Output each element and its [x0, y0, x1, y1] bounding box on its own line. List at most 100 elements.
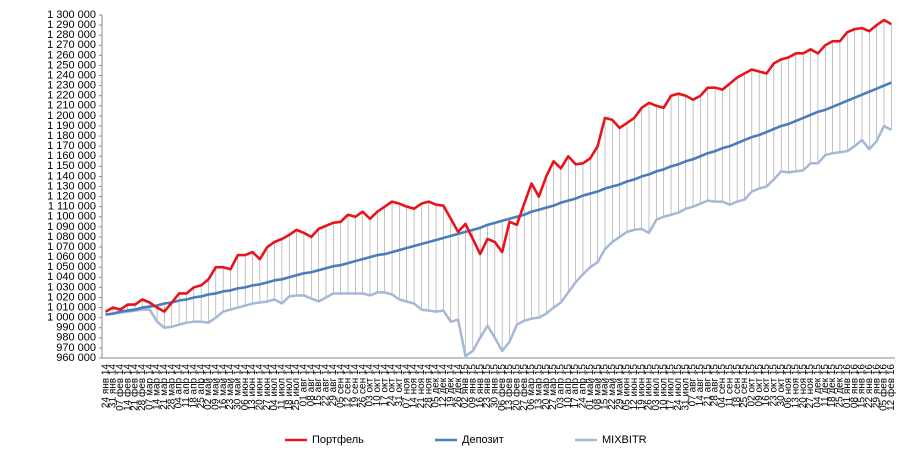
- x-tick-label: 06 июн 14: [240, 364, 251, 411]
- x-tick-label: 18 апр 14: [188, 364, 199, 409]
- x-tick-label: 01 май 15: [585, 364, 596, 410]
- y-tick-label: 1 170 000: [47, 140, 96, 152]
- x-tick-label: 13 фев 15: [503, 364, 515, 411]
- x-tick-label: 21 мар 14: [159, 364, 170, 410]
- y-tick-label: 1 270 000: [47, 39, 96, 51]
- x-tick-label: 17 апр 15: [570, 364, 581, 409]
- y-tick-label: 1 120 000: [47, 190, 96, 202]
- x-tick-label: 03 июл 15: [651, 364, 662, 411]
- x-tick-label: 23 янв 15: [482, 364, 493, 408]
- y-tick-label: 1 250 000: [47, 59, 96, 71]
- x-tick-label: 31 июл 15: [680, 364, 691, 411]
- x-tick-label: 20 фев 15: [510, 364, 522, 411]
- x-tick-label: 17 окт 14: [379, 364, 390, 407]
- y-tick-label: 1 300 000: [47, 9, 96, 21]
- x-tick-label: 07 ноя 14: [401, 364, 412, 409]
- series-line: [105, 81, 892, 316]
- y-tick-label: 1 110 000: [48, 201, 96, 213]
- x-tick-label: 11 апр 14: [181, 364, 192, 408]
- x-tick-label: 30 янв 15: [489, 364, 500, 408]
- x-tick-label: 27 мар 15: [548, 364, 559, 410]
- x-tick-label: 22 янв 16: [864, 364, 875, 408]
- x-tick-label: 03 окт 14: [365, 364, 376, 407]
- y-tick-label: 1 010 000: [47, 301, 96, 313]
- x-tick-label: 06 ноя 15: [783, 364, 794, 409]
- x-tick-label: 08 янв 16: [849, 364, 860, 408]
- x-tick-label: 23 окт 15: [768, 364, 779, 407]
- x-tick-label: 13 ноя 15: [791, 364, 802, 409]
- x-tick-label: 30 окт 15: [776, 364, 787, 407]
- x-tick-label: 19 июн 15: [636, 364, 647, 411]
- series-line: [105, 18, 892, 313]
- y-tick-label: 1 210 000: [47, 100, 96, 112]
- x-tick-label: 04 сен 15: [717, 364, 728, 408]
- x-tick-label: 12 дек 14: [438, 364, 449, 408]
- x-tick-label: 21 авг 15: [702, 364, 713, 407]
- series-line: [105, 124, 892, 358]
- x-tick-label: 31 окт 14: [394, 364, 405, 407]
- x-tick-label: 15 май 15: [600, 364, 611, 410]
- x-tick-label: 25 сен 15: [739, 364, 750, 408]
- y-tick-label: 980 000: [56, 332, 96, 344]
- x-tick-label: 08 май 15: [592, 364, 603, 410]
- y-tick-label: 1 290 000: [47, 19, 96, 31]
- x-tick-label: 30 май 14: [232, 364, 243, 410]
- x-tick-label: 28 ноя 14: [423, 364, 434, 409]
- x-tick-label: 25 апр 14: [196, 364, 207, 409]
- x-tick-label: 02 окт 15: [746, 364, 757, 407]
- x-tick-label: 13 мар 15: [534, 364, 545, 410]
- x-tick-label: 14 ноя 14: [409, 364, 420, 409]
- x-tick-label: 18 июл 14: [284, 364, 295, 411]
- x-tick-label: 08 авг 14: [306, 364, 317, 407]
- x-tick-label: 28 фев 14: [136, 364, 148, 411]
- y-tick-label: 1 130 000: [47, 180, 96, 192]
- x-tick-label: 18 дек 15: [827, 364, 838, 408]
- x-tick-label: 27 ноя 15: [805, 364, 816, 409]
- x-tick-label: 14 фев 14: [121, 364, 133, 411]
- x-tick-label: 29 янв 16: [871, 364, 882, 408]
- x-tick-label: 01 янв 16: [842, 364, 853, 408]
- x-tick-label: 06 фев 15: [496, 364, 508, 411]
- x-tick-label: 29 май 15: [614, 364, 625, 410]
- x-tick-label: 12 сен 14: [343, 364, 354, 408]
- x-tick-label: 31 янв 14: [108, 364, 119, 408]
- x-tick-label: 24 июл 15: [673, 364, 684, 411]
- x-tick-label: 11 дек 15: [820, 364, 831, 407]
- x-tick-label: 22 май 15: [607, 364, 618, 410]
- x-tick-label: 28 мар 14: [166, 364, 177, 410]
- y-tick-label: 1 220 000: [47, 90, 96, 102]
- y-tick-label: 970 000: [56, 342, 96, 354]
- x-tick-label: 11 июл 14: [277, 364, 288, 410]
- x-tick-label: 16 янв 15: [475, 364, 486, 408]
- x-tick-label: 09 май 14: [210, 364, 221, 410]
- y-tick-label: 1 280 000: [47, 29, 96, 41]
- y-tick-label: 1 230 000: [47, 80, 96, 92]
- x-tick-label: 25 июл 14: [291, 364, 302, 411]
- x-tick-label: 27 фев 15: [518, 364, 530, 411]
- x-tick-label: 04 дек 15: [813, 364, 824, 408]
- x-tick-label: 24 янв 14: [100, 364, 111, 408]
- x-tick-label: 21 ноя 14: [416, 364, 427, 409]
- x-tick-label: 15 авг 14: [313, 364, 324, 407]
- x-tick-label: 10 апр 15: [563, 364, 574, 409]
- x-tick-label: 20 июн 14: [255, 364, 266, 411]
- y-tick-label: 1 260 000: [47, 49, 96, 61]
- x-tick-label: 26 июн 15: [644, 364, 655, 411]
- x-tick-label: 07 мар 14: [144, 364, 155, 410]
- y-tick-label: 1 080 000: [47, 231, 96, 243]
- y-tick-label: 1 240 000: [47, 69, 96, 81]
- x-tick-label: 14 авг 15: [695, 364, 706, 407]
- x-tick-label: 19 дек 14: [445, 364, 456, 408]
- x-tick-label: 20 ноя 15: [798, 364, 809, 409]
- x-tick-label: 11 сен 15: [724, 364, 735, 408]
- x-tick-label: 18 сен 15: [732, 364, 743, 408]
- x-tick-label: 16 окт 15: [761, 364, 772, 407]
- y-tick-label: 1 020 000: [47, 291, 96, 303]
- x-tick-label: 22 авг 14: [321, 364, 332, 407]
- x-tick-label: 05 июн 15: [622, 364, 633, 411]
- y-tick-label: 1 030 000: [47, 281, 96, 293]
- x-tick-label: 05 сен 14: [335, 364, 346, 408]
- x-tick-label: 14 мар 14: [152, 364, 163, 410]
